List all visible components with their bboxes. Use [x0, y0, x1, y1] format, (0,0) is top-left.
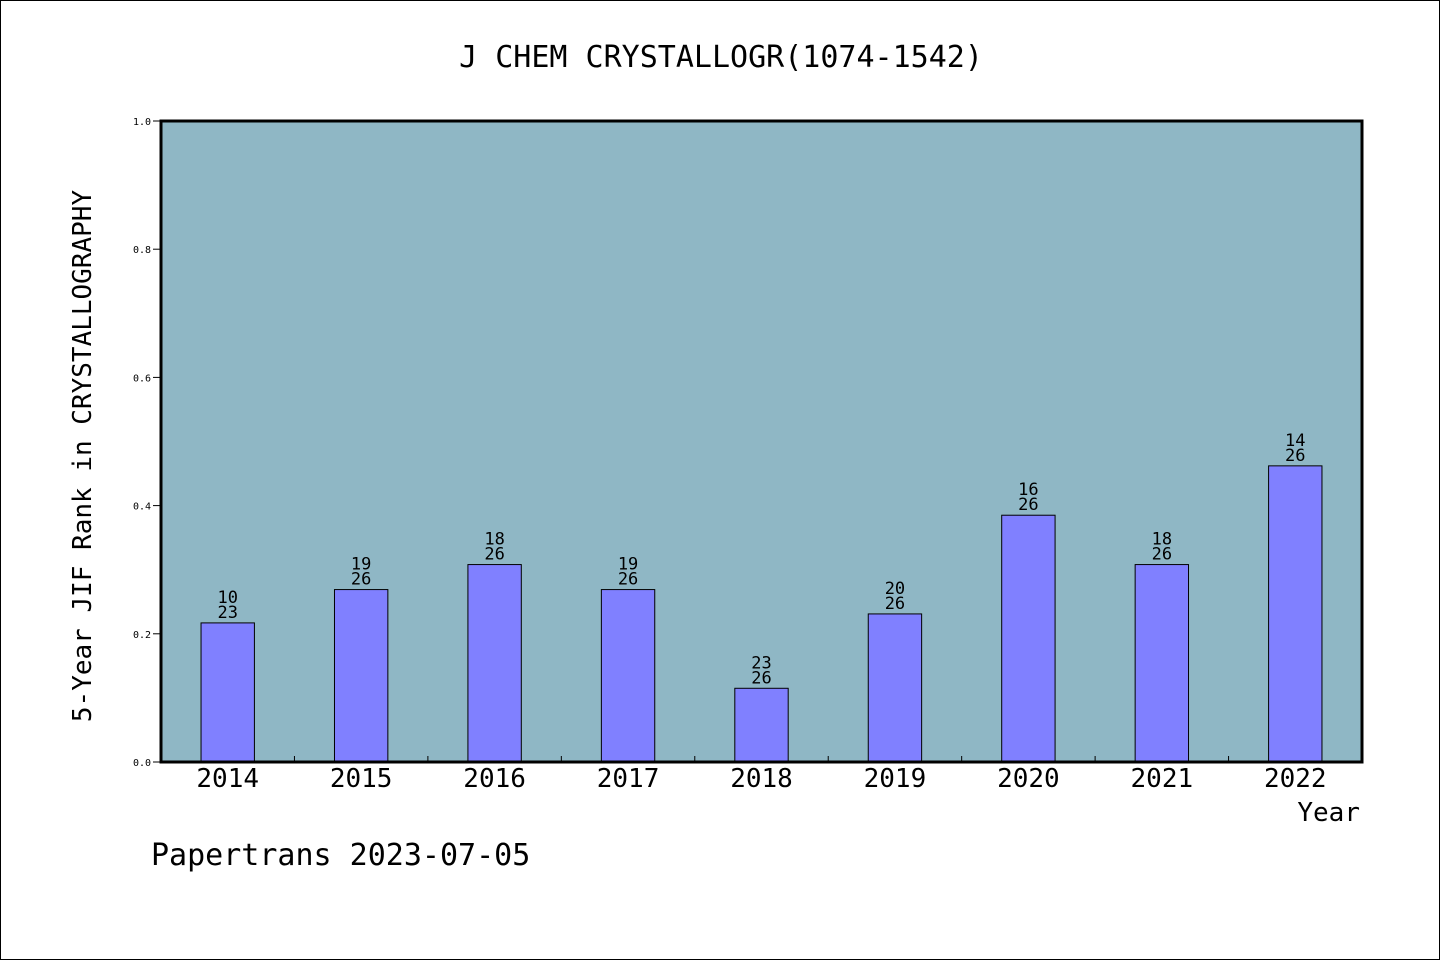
bar-2018	[734, 687, 789, 763]
bar-total-label: 26	[1285, 446, 1305, 466]
bar-rank-label: 23	[751, 653, 771, 673]
bar-rank-label: 14	[1285, 431, 1305, 451]
bar-rank-label: 18	[1152, 530, 1172, 550]
bar-total-label: 26	[1018, 495, 1038, 515]
bar-2020	[1001, 514, 1056, 763]
bar-2016	[467, 564, 522, 763]
y-tick-label: 1.0	[133, 117, 151, 128]
bar-2022	[1268, 465, 1323, 763]
bar-rank-label: 10	[217, 588, 237, 608]
bar-2017	[600, 589, 656, 763]
plot-border	[159, 119, 1364, 764]
x-tick-label: 2020	[997, 764, 1060, 794]
bar-rank-label: 19	[351, 555, 371, 575]
bar-total-label: 26	[751, 668, 771, 688]
bar-rank-label: 20	[885, 579, 905, 599]
y-axis-ticks: 0.0 0.2 0.4 0.6 0.8 1.0	[133, 117, 161, 769]
bar-2015	[333, 589, 389, 763]
chart-title: J CHEM CRYSTALLOGR(1074-1542)	[459, 40, 983, 75]
bar-2019	[867, 613, 923, 763]
x-tick-label: 2022	[1264, 764, 1327, 794]
x-axis-ticks: 2014 2015 2016 2017 2018 2019 2020 2021 2022	[196, 756, 1327, 794]
bar-rank-label: 16	[1018, 480, 1038, 500]
bar-total-label: 26	[484, 545, 504, 565]
bar-total-label: 26	[351, 570, 371, 590]
bar-rank-label: 18	[484, 530, 504, 550]
y-tick-label: 0.4	[133, 502, 151, 513]
y-tick-label: 0.0	[133, 758, 151, 769]
bar-2014	[200, 622, 255, 763]
bars	[200, 465, 1323, 763]
y-axis-label: 5-Year JIF Rank in CRYSTALLOGRAPHY	[68, 190, 98, 723]
y-tick-label: 0.2	[133, 630, 151, 641]
bar-total-label: 26	[618, 570, 638, 590]
y-tick-label: 0.8	[133, 245, 151, 256]
x-tick-label: 2015	[330, 764, 393, 794]
bar-total-label: 23	[217, 603, 237, 623]
x-tick-label: 2016	[463, 764, 526, 794]
bar-2021	[1134, 564, 1190, 763]
bar-total-label: 26	[1152, 545, 1172, 565]
x-tick-label: 2021	[1131, 764, 1194, 794]
x-tick-label: 2018	[730, 764, 793, 794]
x-tick-label: 2019	[864, 764, 927, 794]
x-axis-label: Year	[1297, 798, 1360, 828]
bar-rank-label: 19	[618, 555, 638, 575]
x-tick-label: 2014	[196, 764, 259, 794]
y-tick-label: 0.6	[133, 373, 151, 384]
bar-total-label: 26	[885, 594, 905, 614]
footer-text: Papertrans 2023-07-05	[151, 838, 530, 873]
x-tick-label: 2017	[597, 764, 660, 794]
